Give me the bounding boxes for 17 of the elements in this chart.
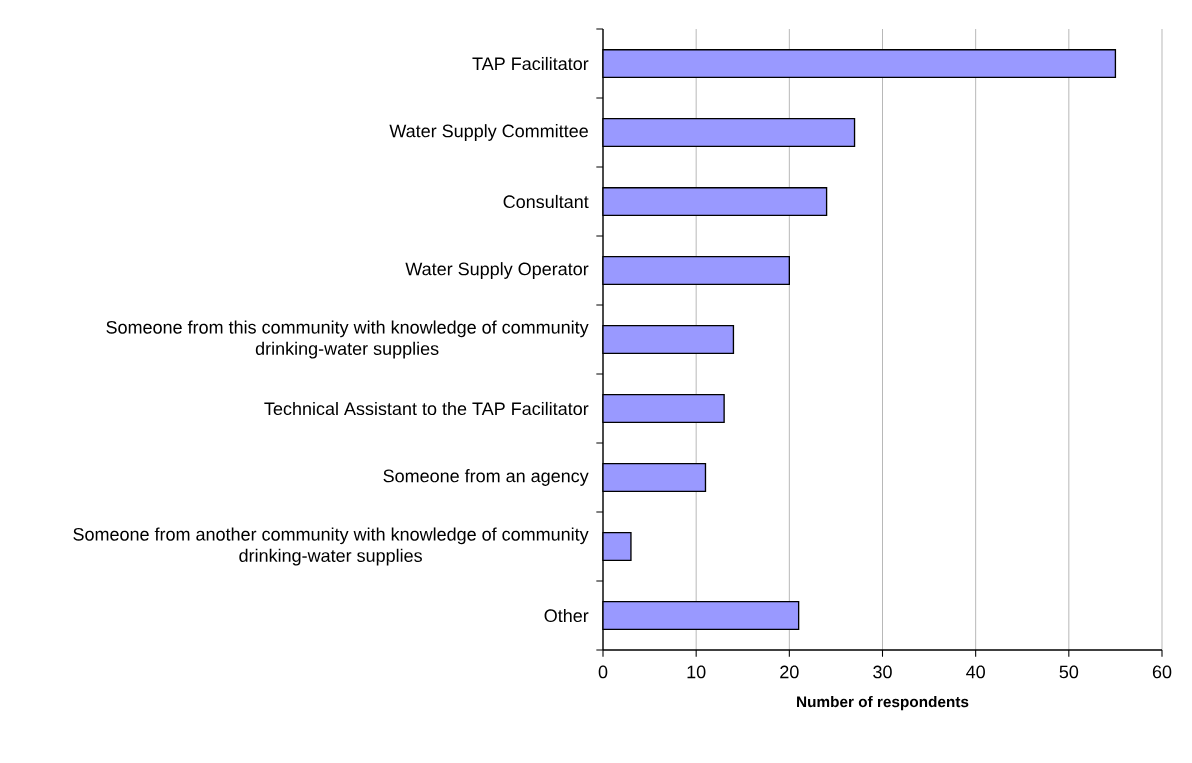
x-tick-label: 0 [598, 665, 608, 679]
y-tick-label: Consultant [503, 194, 589, 209]
y-tick-label: Water Supply Committee [389, 124, 588, 141]
y-tick-label: Other [544, 608, 589, 623]
x-tick-label: 30 [873, 665, 892, 679]
y-tick-label: Water Supply Operator [405, 262, 589, 279]
y-tick-label: TAP Facilitator [472, 56, 589, 71]
y-tick-label: Someone from an agency [383, 469, 589, 486]
x-tick-label: 20 [780, 665, 799, 679]
x-axis-title: Number of respondents [797, 695, 969, 711]
x-tick-label: 10 [687, 665, 706, 679]
x-tick-label: 60 [1152, 665, 1172, 679]
y-tick-label: Technical Assistant to the TAP Facilitator [264, 401, 589, 416]
x-tick-label: 40 [966, 665, 985, 679]
y-tick-label: Someone from this community with knowledge of community drinking-water supplies [106, 320, 589, 359]
y-tick-label: Someone from another community with knowledge of community drinking-water supplies [73, 527, 589, 566]
x-tick-label: 50 [1059, 665, 1079, 679]
